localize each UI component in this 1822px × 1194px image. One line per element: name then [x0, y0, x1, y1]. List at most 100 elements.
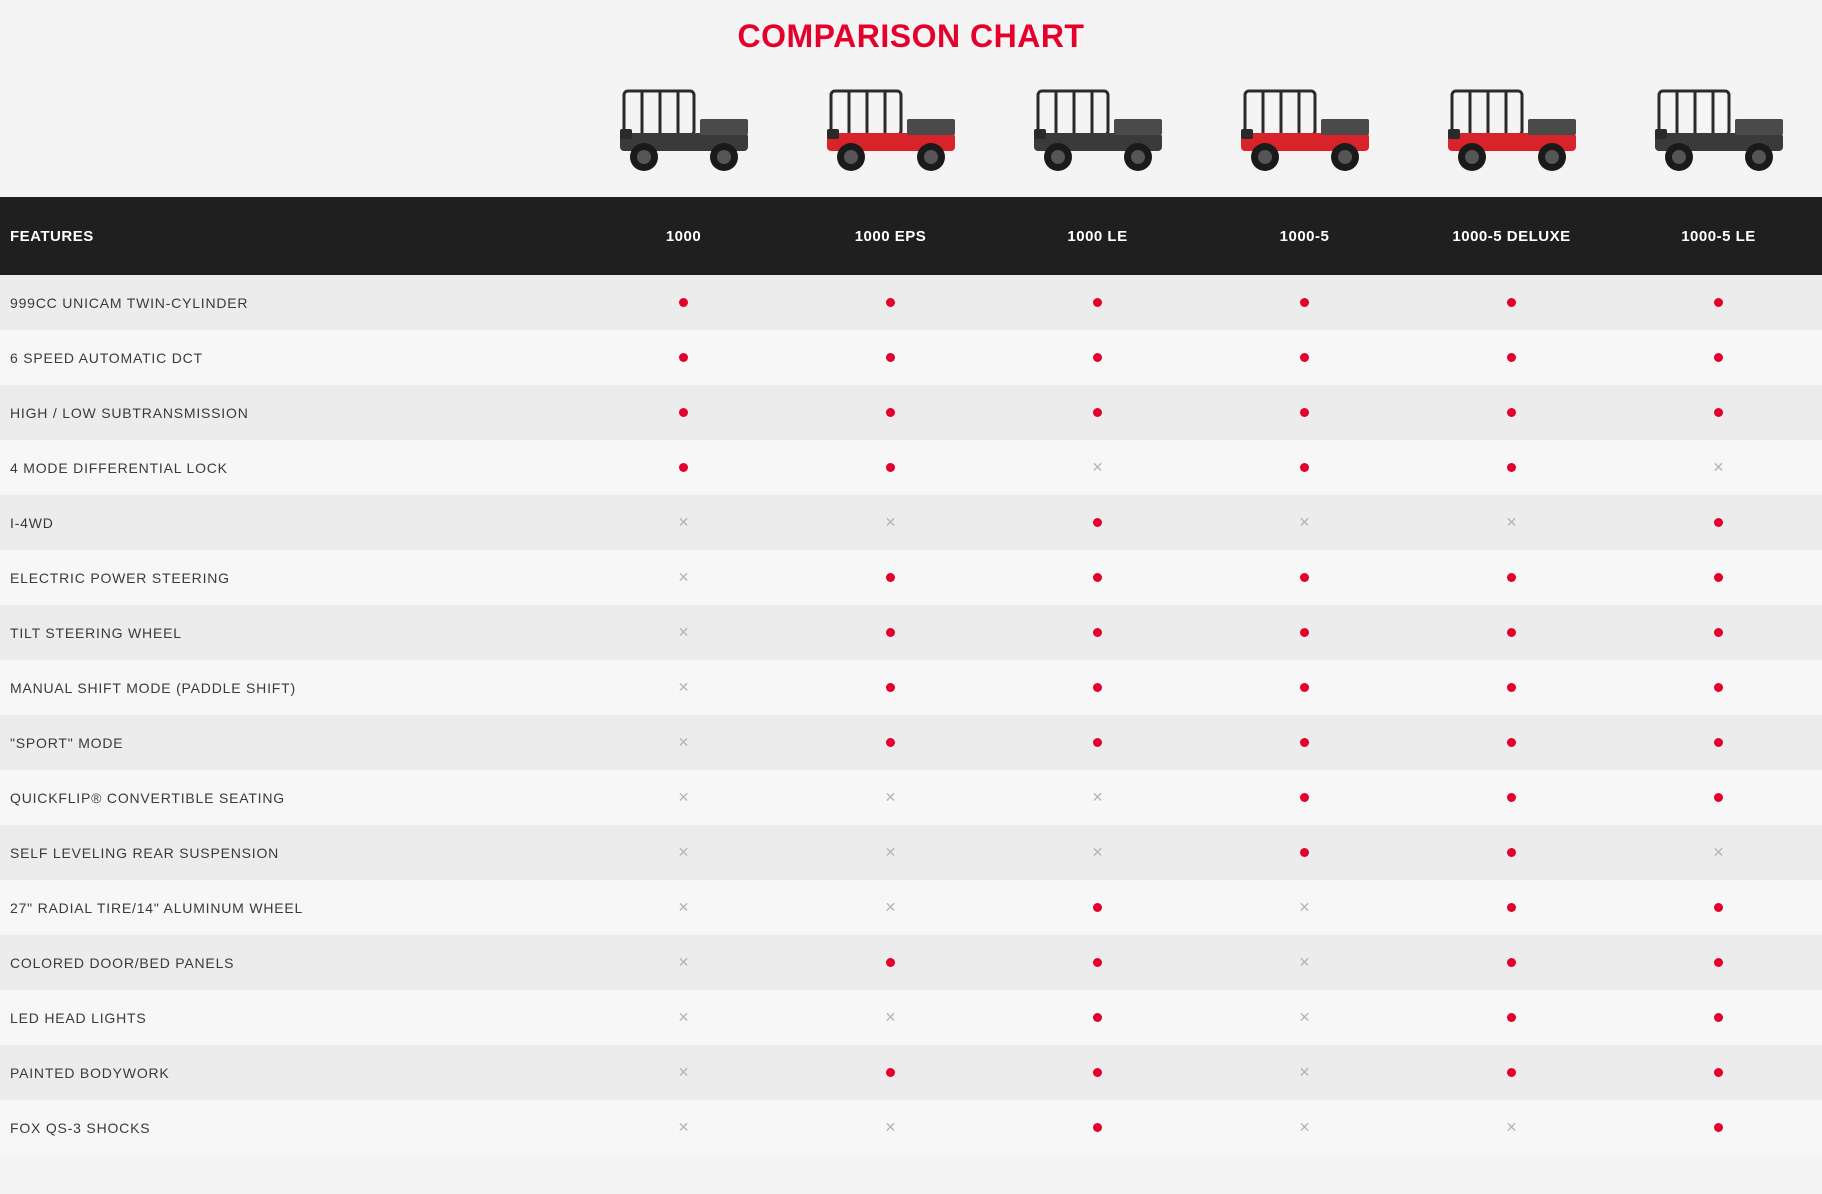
- table-row: QUICKFLIP® CONVERTIBLE SEATING✕✕✕: [0, 770, 1822, 825]
- dot-icon: [1507, 958, 1516, 967]
- column-header: 1000: [580, 228, 787, 245]
- feature-excluded-icon: ✕: [1615, 844, 1822, 862]
- feature-excluded-icon: ✕: [994, 789, 1201, 807]
- dot-icon: [1300, 573, 1309, 582]
- dot-icon: [1300, 298, 1309, 307]
- feature-excluded-icon: ✕: [787, 1009, 994, 1027]
- x-icon: ✕: [1299, 1120, 1311, 1134]
- x-icon: ✕: [1506, 515, 1518, 529]
- feature-excluded-icon: ✕: [1408, 514, 1615, 532]
- feature-excluded-icon: ✕: [787, 514, 994, 532]
- dot-icon: [1093, 958, 1102, 967]
- feature-included-icon: [1408, 404, 1615, 422]
- x-icon: ✕: [1713, 845, 1725, 859]
- dot-icon: [1300, 353, 1309, 362]
- dot-icon: [886, 738, 895, 747]
- feature-included-icon: [1201, 844, 1408, 862]
- feature-included-icon: [1201, 569, 1408, 587]
- x-icon: ✕: [1506, 1120, 1518, 1134]
- feature-included-icon: [1201, 404, 1408, 422]
- dot-icon: [1093, 1013, 1102, 1022]
- dot-icon: [1714, 683, 1723, 692]
- table-row: HIGH / LOW SUBTRANSMISSION: [0, 385, 1822, 440]
- table-row: SELF LEVELING REAR SUSPENSION✕✕✕✕: [0, 825, 1822, 880]
- dot-icon: [1714, 1013, 1723, 1022]
- dot-icon: [679, 463, 688, 472]
- feature-excluded-icon: ✕: [1201, 1064, 1408, 1082]
- dot-icon: [1507, 408, 1516, 417]
- dot-icon: [1093, 628, 1102, 637]
- dot-icon: [886, 573, 895, 582]
- dot-icon: [1507, 1013, 1516, 1022]
- feature-excluded-icon: ✕: [580, 569, 787, 587]
- dot-icon: [1093, 1123, 1102, 1132]
- dot-icon: [1714, 1068, 1723, 1077]
- feature-label: LED HEAD LIGHTS: [0, 1010, 580, 1026]
- dot-icon: [1507, 628, 1516, 637]
- feature-label: ELECTRIC POWER STEERING: [0, 570, 580, 586]
- feature-included-icon: [1201, 679, 1408, 697]
- feature-included-icon: [787, 294, 994, 312]
- dot-icon: [1507, 848, 1516, 857]
- dot-icon: [886, 683, 895, 692]
- feature-included-icon: [1408, 789, 1615, 807]
- comparison-chart: COMPARISON CHART: [0, 0, 1822, 1155]
- dot-icon: [1300, 683, 1309, 692]
- features-header-label: FEATURES: [0, 228, 580, 245]
- dot-icon: [1300, 848, 1309, 857]
- feature-included-icon: [580, 459, 787, 477]
- dot-icon: [886, 463, 895, 472]
- dot-icon: [1507, 903, 1516, 912]
- feature-excluded-icon: ✕: [1201, 1119, 1408, 1137]
- dot-icon: [1714, 738, 1723, 747]
- feature-excluded-icon: ✕: [580, 734, 787, 752]
- feature-included-icon: [787, 459, 994, 477]
- feature-included-icon: [1615, 899, 1822, 917]
- x-icon: ✕: [885, 515, 897, 529]
- dot-icon: [1714, 573, 1723, 582]
- feature-excluded-icon: ✕: [1201, 1009, 1408, 1027]
- feature-included-icon: [994, 294, 1201, 312]
- feature-excluded-icon: ✕: [580, 1064, 787, 1082]
- feature-included-icon: [787, 404, 994, 422]
- feature-excluded-icon: ✕: [787, 844, 994, 862]
- feature-label: FOX QS-3 SHOCKS: [0, 1120, 580, 1136]
- feature-included-icon: [787, 624, 994, 642]
- feature-excluded-icon: ✕: [580, 1009, 787, 1027]
- feature-included-icon: [1615, 404, 1822, 422]
- x-icon: ✕: [1299, 900, 1311, 914]
- x-icon: ✕: [885, 900, 897, 914]
- x-icon: ✕: [678, 790, 690, 804]
- page-title: COMPARISON CHART: [0, 0, 1822, 83]
- column-header: 1000 LE: [994, 228, 1201, 245]
- column-header: 1000-5 LE: [1615, 228, 1822, 245]
- table-body: 999CC UNICAM TWIN-CYLINDER6 SPEED AUTOMA…: [0, 275, 1822, 1155]
- feature-label: 27" RADIAL TIRE/14" ALUMINUM WHEEL: [0, 900, 580, 916]
- feature-included-icon: [1408, 899, 1615, 917]
- feature-label: 4 MODE DIFFERENTIAL LOCK: [0, 460, 580, 476]
- dot-icon: [1714, 1123, 1723, 1132]
- x-icon: ✕: [678, 955, 690, 969]
- feature-label: "SPORT" MODE: [0, 735, 580, 751]
- feature-included-icon: [1408, 679, 1615, 697]
- feature-label: 999CC UNICAM TWIN-CYLINDER: [0, 295, 580, 311]
- feature-included-icon: [787, 349, 994, 367]
- x-icon: ✕: [885, 1120, 897, 1134]
- vehicle-icon: [821, 83, 961, 173]
- dot-icon: [1714, 298, 1723, 307]
- dot-icon: [1093, 353, 1102, 362]
- x-icon: ✕: [678, 625, 690, 639]
- dot-icon: [1507, 463, 1516, 472]
- feature-included-icon: [1615, 1119, 1822, 1137]
- dot-icon: [886, 353, 895, 362]
- feature-included-icon: [580, 404, 787, 422]
- feature-included-icon: [1408, 294, 1615, 312]
- x-icon: ✕: [1299, 1010, 1311, 1024]
- dot-icon: [1300, 408, 1309, 417]
- dot-icon: [1714, 903, 1723, 912]
- dot-icon: [1300, 463, 1309, 472]
- table-row: 4 MODE DIFFERENTIAL LOCK✕✕: [0, 440, 1822, 495]
- dot-icon: [1093, 518, 1102, 527]
- x-icon: ✕: [678, 1010, 690, 1024]
- x-icon: ✕: [1299, 955, 1311, 969]
